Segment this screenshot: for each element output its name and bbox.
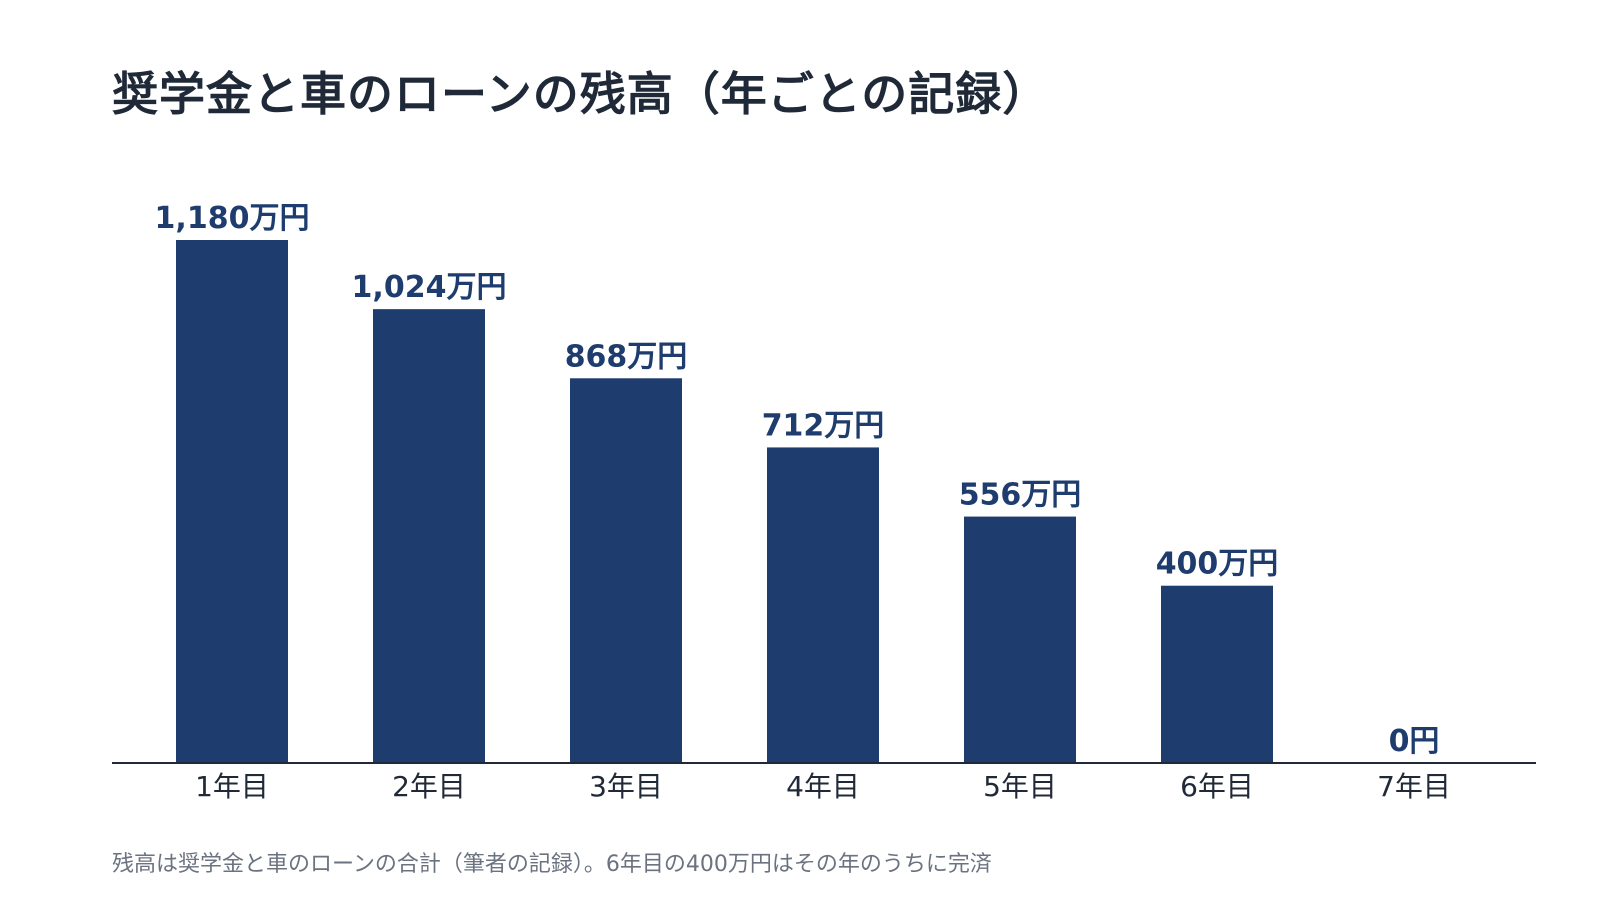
bar: [964, 516, 1076, 763]
x-tick-label: 6年目: [1180, 770, 1254, 803]
bar: [176, 240, 288, 763]
bar: [767, 447, 879, 763]
bar-value-label: 1,024万円: [352, 270, 507, 305]
x-tick-label: 1年目: [195, 770, 269, 803]
x-tick-label: 7年目: [1377, 770, 1451, 803]
x-tick-label: 3年目: [589, 770, 663, 803]
bar-value-label: 868万円: [565, 339, 688, 374]
bar-value-label: 712万円: [762, 408, 885, 443]
bar: [373, 309, 485, 763]
bar: [1161, 585, 1273, 763]
bar-value-label: 400万円: [1156, 547, 1279, 582]
value-labels-group: 1,180万円 1,024万円 868万円 712万円 556万円 400万円 0円: [155, 201, 1440, 759]
bar-value-label: 556万円: [959, 478, 1082, 513]
bar-value-label: 0円: [1389, 724, 1440, 759]
x-tick-labels-group: 1年目 2年目 3年目 4年目 5年目 6年目 7年目: [195, 770, 1451, 803]
bar: [570, 378, 682, 763]
x-tick-label: 2年目: [392, 770, 466, 803]
x-tick-label: 5年目: [983, 770, 1057, 803]
bar-value-label: 1,180万円: [155, 201, 310, 236]
bars-group: [176, 240, 1273, 763]
x-tick-label: 4年目: [786, 770, 860, 803]
chart-title: 奨学金と車のローンの残高（年ごとの記録）: [112, 67, 1050, 121]
chart-footnote: 残高は奨学金と車のローンの合計（筆者の記録）。6年目の400万円はその年のうちに…: [112, 852, 992, 877]
